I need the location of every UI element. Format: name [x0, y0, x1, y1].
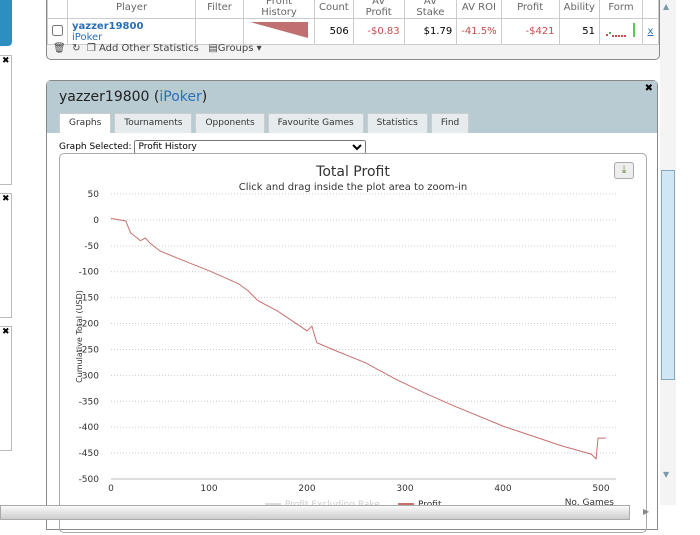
tab-favourite-games[interactable]: Favourite Games	[267, 113, 364, 133]
close-icon[interactable]: ✖	[2, 56, 10, 66]
y-tick-label: -50	[84, 242, 99, 252]
remove-row-button[interactable]: x	[647, 26, 654, 37]
scrollbar-thumb[interactable]	[661, 170, 675, 380]
close-icon[interactable]: ✖	[644, 83, 653, 94]
download-icon[interactable]: ⤓	[614, 162, 634, 179]
column-header[interactable]	[47, 0, 68, 19]
tab-opponents[interactable]: Opponents	[195, 113, 265, 133]
y-axis-label: Cumulative Total (USD)	[75, 290, 84, 383]
legend-swatch-profit-excl-rake	[265, 503, 281, 506]
close-icon[interactable]: ✖	[2, 194, 10, 204]
left-panel: ✖	[0, 326, 12, 451]
y-tick-label: -400	[79, 423, 100, 433]
chart-subtitle: Click and drag inside the plot area to z…	[239, 182, 467, 193]
player-detail-panel: yazzer19800 (iPoker) ✖ Graphs Tournaments…	[46, 80, 658, 533]
x-axis-label: No. Games	[565, 498, 615, 508]
tab-find[interactable]: Find	[430, 113, 470, 133]
row-checkbox[interactable]	[52, 24, 63, 36]
column-header[interactable]: Ability	[558, 0, 601, 19]
chart-title: Total Profit	[315, 164, 390, 180]
column-header[interactable]	[642, 0, 659, 19]
add-stats-label: Add Other Statistics	[98, 43, 199, 54]
panel-network[interactable]: iPoker	[159, 89, 202, 105]
y-tick-label: -250	[79, 345, 100, 355]
tab-statistics[interactable]: Statistics	[366, 113, 428, 133]
left-panel: ✖	[0, 193, 12, 318]
horizontal-scrollbar[interactable]	[0, 505, 630, 520]
refresh-icon[interactable]: ↻	[72, 43, 81, 54]
groups-label: Groups	[217, 43, 254, 54]
graph-select[interactable]: Profit History	[133, 140, 366, 154]
player-network: iPoker	[72, 31, 103, 43]
paren: )	[201, 89, 208, 105]
column-header[interactable]: AV ROI	[456, 0, 502, 19]
av-stake-cell: $1.79	[403, 18, 458, 45]
tab-tournaments[interactable]: Tournaments	[114, 113, 193, 133]
table-header: Player Filter Profit History Count AV Profit…	[47, 0, 659, 19]
trash-icon[interactable]: 🗑	[53, 43, 66, 54]
tab-graphs[interactable]: Graphs	[59, 113, 112, 133]
y-tick-label: 50	[88, 190, 100, 200]
column-header[interactable]: AV Stake	[403, 0, 458, 19]
profit-history-sparkline	[250, 22, 308, 38]
close-icon[interactable]: ✖	[2, 327, 10, 337]
player-stats-panel: Player Filter Profit History Count AV Profit…	[46, 0, 660, 60]
column-header[interactable]: Profit History	[243, 0, 315, 19]
count-cell: 506	[314, 18, 354, 45]
ability-cell: 51	[558, 18, 601, 45]
av-roi-cell: -41.5%	[456, 18, 502, 45]
profit-cell: -$421	[500, 18, 560, 45]
x-tick-label: 500	[592, 484, 609, 494]
y-tick-label: 0	[93, 216, 99, 226]
left-panel-button[interactable]	[0, 0, 12, 46]
groups-dropdown[interactable]: ▤Groups ▾	[208, 43, 262, 54]
y-tick-label: -450	[79, 449, 100, 459]
y-tick-label: -200	[79, 320, 100, 330]
y-tick-label: -150	[79, 294, 100, 304]
graph-selector: Graph Selected: Profit History	[59, 140, 366, 154]
x-tick-label: 300	[396, 484, 413, 494]
scroll-right-icon[interactable]: ▶	[643, 507, 650, 516]
graph-selected-label: Graph Selected:	[59, 142, 132, 152]
add-stats-button[interactable]: ❐ Add Other Statistics	[86, 43, 199, 54]
column-header[interactable]: Profit	[500, 0, 560, 19]
x-tick-label: 400	[494, 484, 511, 494]
y-tick-label: -100	[79, 268, 100, 278]
column-header[interactable]: Form	[599, 0, 643, 19]
player-name[interactable]: yazzer19800	[72, 20, 144, 32]
player-stats-table: Player Filter Profit History Count AV Profit…	[47, 0, 659, 45]
column-header[interactable]: AV Profit	[352, 0, 405, 19]
column-header[interactable]: Player	[67, 0, 196, 19]
legend-swatch-profit	[398, 503, 414, 506]
left-panel: ✖	[0, 55, 12, 185]
x-tick-label: 100	[200, 484, 217, 494]
table-toolbar: 🗑 ↻ ❐ Add Other Statistics ▤Groups ▾	[53, 43, 262, 54]
form-sparkline	[606, 23, 635, 37]
y-tick-label: -300	[79, 371, 100, 381]
vertical-scrollbar[interactable]: ▲ ▼	[660, 0, 676, 505]
panel-player: yazzer19800	[59, 89, 150, 105]
profit-line	[110, 217, 606, 460]
x-tick-label: 0	[108, 484, 114, 494]
x-tick-label: 200	[298, 484, 315, 494]
column-header[interactable]: Filter	[195, 0, 244, 19]
profit-chart[interactable]: Total Profit Click and drag inside the pl…	[60, 154, 646, 532]
y-tick-label: -500	[79, 475, 100, 485]
filter-cell	[195, 18, 244, 45]
panel-title: yazzer19800 (iPoker)	[59, 89, 207, 105]
av-profit-cell: -$0.83	[352, 18, 405, 45]
tab-bar: Graphs Tournaments Opponents Favourite Game…	[59, 113, 470, 133]
column-header[interactable]: Count	[314, 0, 354, 19]
chart-container: ⤓ Total Profit Click and drag inside the …	[59, 153, 647, 533]
paren: (	[149, 89, 160, 105]
y-tick-label: -350	[79, 397, 100, 407]
table-row[interactable]: yazzer19800 iPoker 506 -$0.83 $1.79 -41.5…	[47, 18, 659, 45]
